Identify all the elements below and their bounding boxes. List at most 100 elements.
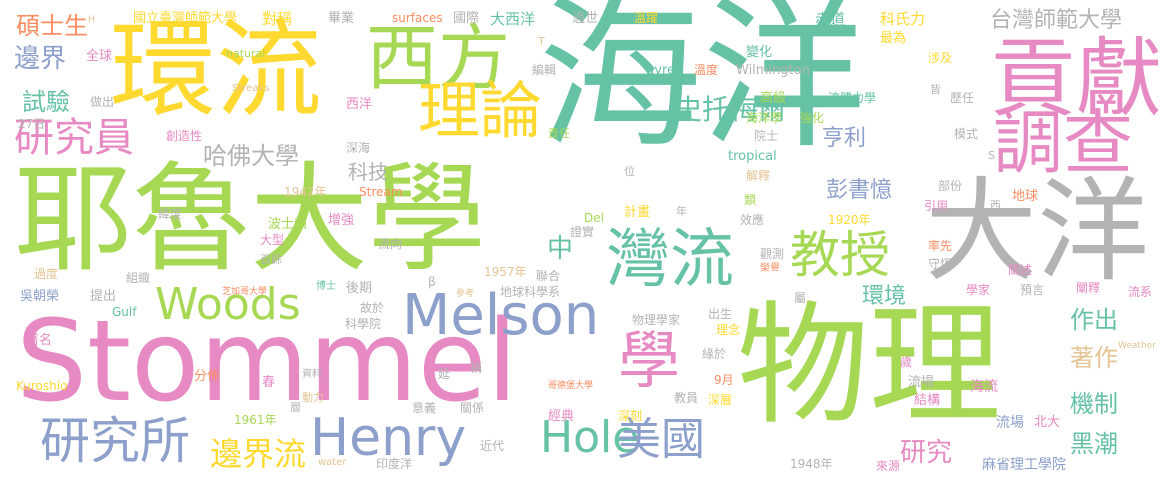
word-cloud-word: 著名 (26, 333, 53, 348)
word-cloud-word: 預言 (1020, 283, 1045, 297)
word-cloud-word: 機制 (1070, 390, 1118, 418)
word-cloud-word: 溫度 (694, 63, 719, 77)
word-cloud-word: 作出 (1070, 306, 1118, 334)
word-cloud-word: Kuroshio (16, 379, 68, 393)
word-cloud-word: 西洋 (346, 97, 373, 112)
word-cloud-word: 赤道 (815, 10, 846, 28)
word-cloud-word: 提出 (90, 289, 117, 304)
word-cloud-word: 科技 (348, 160, 388, 184)
word-cloud-word: 印度洋 (376, 457, 413, 471)
word-cloud-word: Del (584, 211, 604, 225)
word-cloud-word: 西方 (366, 16, 511, 100)
word-cloud-word: 貢獻 (990, 29, 1162, 129)
word-cloud-word: 環流 (110, 9, 322, 132)
word-cloud-word: 波士頓 (268, 217, 308, 232)
word-cloud-word: 1942年 (284, 185, 327, 199)
word-cloud-word: 春 (262, 375, 276, 390)
word-cloud-word: 27日 (18, 117, 46, 131)
word-cloud-word: 邊界 (14, 44, 67, 74)
word-cloud-word: Gulf (112, 305, 137, 319)
word-cloud-word: natural (226, 47, 266, 60)
word-cloud-word: 深刻 (618, 409, 643, 423)
word-cloud-word: 全球 (86, 49, 113, 64)
word-cloud-word: 學 (618, 324, 681, 397)
word-cloud-word: 1961年 (234, 413, 277, 427)
word-cloud-word: 動力 (302, 391, 324, 404)
word-cloud-word: 緯度 (158, 207, 183, 221)
word-cloud-word: 高級 (760, 91, 787, 106)
word-cloud-word: 闡釋 (1076, 281, 1101, 295)
word-cloud-word: 碩士生 (16, 12, 88, 40)
word-cloud-word: 院士 (754, 129, 779, 143)
word-cloud-word: 位 (624, 165, 635, 178)
word-cloud-word: 地球 (1012, 189, 1039, 204)
word-cloud-word: 理論 (418, 74, 543, 147)
word-cloud-word: 歲 (900, 355, 913, 369)
word-cloud-word: 來源 (876, 459, 901, 473)
word-cloud-word: 責任 (548, 127, 570, 140)
word-cloud-word: 計畫 (624, 205, 651, 220)
word-cloud-word: 麻省理工學院 (982, 457, 1066, 473)
word-cloud-word: 參考 (456, 289, 475, 299)
word-cloud-word: 吳朝榮 (20, 289, 60, 304)
word-cloud-word: 故於 (360, 301, 385, 315)
word-cloud-word: 近代 (480, 439, 505, 453)
word-cloud-word: 灣流 (606, 223, 734, 297)
word-cloud-word: 最為 (880, 31, 907, 46)
word-cloud-word: 1948年 (790, 457, 833, 471)
word-cloud-word: 海洋學 (746, 111, 783, 125)
word-cloud-word: 研究所 (40, 412, 190, 470)
word-cloud-word: 環境 (862, 284, 907, 309)
word-cloud-word: 哈佛大學 (203, 142, 299, 170)
word-cloud-word: 增強 (328, 213, 355, 228)
word-cloud-word: 海洋 (538, 0, 867, 171)
word-cloud-word: 引用 (924, 199, 949, 213)
word-cloud-word: 深海 (346, 141, 371, 155)
word-cloud-word: 層 (290, 401, 301, 414)
word-cloud-word: 試驗 (22, 88, 70, 116)
word-cloud-word: 溫躍 (634, 11, 659, 25)
word-cloud-word: 屬 (794, 291, 807, 305)
word-cloud-word: Stream (359, 185, 403, 199)
word-cloud-word: 理念 (716, 323, 741, 337)
word-cloud-word: Woods (155, 279, 301, 330)
word-cloud-word: 國立臺灣師範大學 (133, 11, 238, 26)
word-cloud-word: 1920年 (828, 213, 871, 227)
word-cloud-word: 國際 (453, 11, 480, 26)
word-cloud-word: 研究員 (14, 115, 134, 161)
word-cloud-word: Stommel (16, 297, 518, 427)
word-cloud-word: Streaks (232, 83, 270, 94)
word-cloud-word: 歷任 (950, 91, 975, 105)
word-cloud-word: 物理 (737, 289, 1001, 443)
word-cloud-word: 彭書憶 (826, 178, 893, 203)
word-cloud-word: 稱 (470, 361, 483, 375)
word-cloud-word: Hole (540, 412, 640, 463)
word-cloud-word: 地球科學系 (500, 285, 561, 299)
word-cloud-word: 中 (547, 234, 574, 264)
word-cloud-word: 延 (438, 367, 451, 381)
word-cloud-word: 芝加哥大學 (222, 287, 268, 297)
word-cloud-word: 西 (990, 199, 1001, 212)
word-cloud-word: Wilmington (736, 63, 810, 78)
word-cloud-word: 資料 (302, 369, 322, 380)
word-cloud-word: 涉及 (928, 51, 953, 65)
word-cloud-word: 率先 (928, 239, 953, 253)
word-cloud-word: 邊界流 (210, 435, 307, 473)
word-cloud-word: 皆 (930, 83, 941, 96)
word-cloud-word: 意義 (412, 401, 437, 415)
word-cloud-word: 編輯 (532, 63, 557, 77)
word-cloud-word: 物理學家 (632, 313, 681, 327)
word-cloud-word: 黑潮 (1070, 430, 1118, 458)
word-cloud-word: 效應 (740, 213, 765, 227)
word-cloud-word: 學家 (966, 283, 991, 297)
word-cloud-word: 年 (676, 205, 687, 218)
word-cloud-word: 教授 (790, 226, 890, 284)
word-cloud-word: Melson (402, 283, 600, 348)
word-cloud-word: 證實 (570, 225, 595, 239)
word-cloud-word: 大西洋 (490, 10, 536, 28)
word-cloud-word: 大型 (260, 233, 285, 247)
word-cloud-word: 台灣師範大學 (990, 8, 1123, 33)
word-cloud-word: T (538, 35, 545, 48)
word-cloud-word: 1957年 (484, 265, 527, 279)
